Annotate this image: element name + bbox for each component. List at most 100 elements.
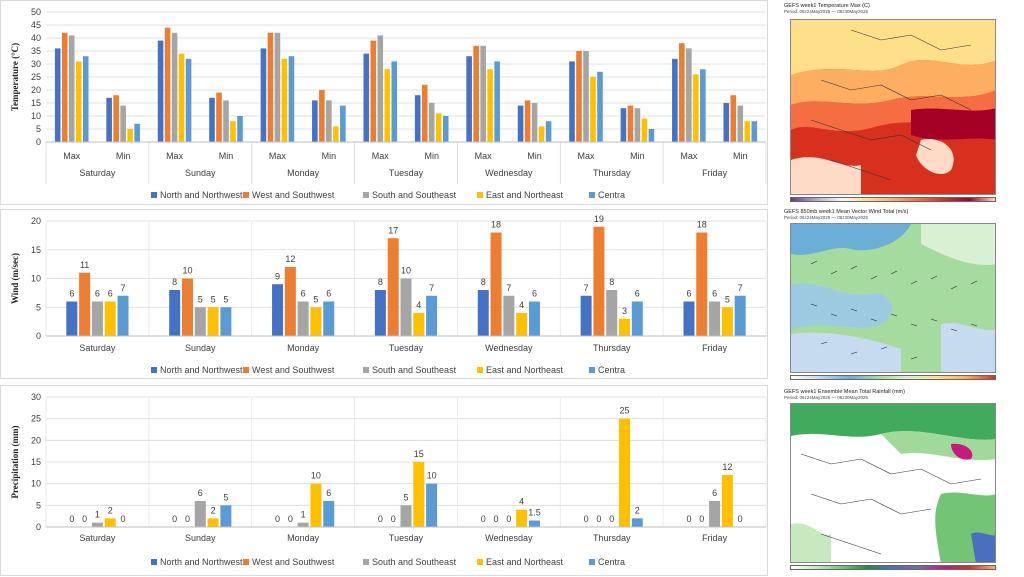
bar (597, 71, 603, 142)
data-label: 5 (223, 492, 228, 502)
subcategory-label: Min (116, 151, 131, 161)
bar (260, 48, 267, 142)
subcategory-label: Min (322, 151, 337, 161)
subcategory-label: Min (630, 151, 645, 161)
data-label: 7 (429, 283, 434, 293)
bar (323, 301, 335, 336)
y-tick-label: 5 (36, 124, 41, 134)
legend-swatch (363, 192, 369, 198)
data-label: 18 (491, 220, 501, 230)
data-label: 7 (738, 283, 743, 293)
data-label: 6 (635, 289, 640, 299)
category-label: Thursday (593, 343, 631, 353)
data-label: 6 (95, 289, 100, 299)
data-label: 15 (414, 449, 424, 459)
bar (490, 232, 502, 336)
legend-label: North and Northwest (160, 557, 243, 567)
data-label: 0 (391, 514, 396, 524)
data-label: 10 (427, 471, 437, 481)
y-tick-label: 5 (36, 302, 41, 312)
category-label: Sunday (185, 343, 216, 353)
bar (686, 48, 692, 142)
temperature-map-period: Period: 06z24May2025 — 06z30May2025 (784, 9, 869, 14)
bar (61, 32, 68, 142)
day-label: Saturday (79, 168, 116, 178)
y-tick-label: 15 (31, 457, 41, 467)
legend-swatch (243, 559, 249, 565)
data-label: 6 (326, 289, 331, 299)
data-label: 0 (481, 514, 486, 524)
bar (297, 301, 309, 336)
subcategory-label: Min (527, 151, 542, 161)
data-label: 6 (301, 289, 306, 299)
temperature-map: GEFS week1 Temperature Max (C) Period: 0… (784, 3, 1018, 203)
bar (751, 121, 758, 142)
legend-swatch (243, 367, 249, 373)
bar (284, 267, 296, 336)
y-tick-label: 40 (31, 33, 41, 43)
day-label: Friday (702, 168, 728, 178)
data-label: 2 (635, 505, 640, 515)
data-label: 5 (313, 294, 318, 304)
data-label: 10 (311, 471, 321, 481)
bar (68, 35, 75, 142)
category-label: Wednesday (485, 533, 533, 543)
data-label: 7 (584, 283, 589, 293)
data-label: 0 (82, 514, 87, 524)
bar (709, 301, 721, 336)
bar (216, 92, 222, 142)
y-tick-label: 10 (31, 479, 41, 489)
rainfall-map-period: Period: 06z24May2025 — 06z30May2025 (784, 395, 869, 400)
data-label: 8 (172, 277, 177, 287)
y-tick-label: 0 (36, 331, 41, 341)
bar (528, 520, 540, 527)
bar (634, 108, 641, 142)
rainfall-map-image (790, 403, 996, 563)
bar (593, 226, 605, 336)
data-label: 6 (686, 289, 691, 299)
day-label: Tuesday (389, 168, 424, 178)
data-label: 0 (288, 514, 293, 524)
wind-colorbar (790, 375, 996, 380)
legend-label: East and Northeast (486, 190, 564, 200)
data-label: 6 (108, 289, 113, 299)
y-tick-label: 45 (31, 20, 41, 30)
y-tick-label: 30 (31, 59, 41, 69)
bar (631, 301, 643, 336)
data-label: 0 (185, 514, 190, 524)
data-label: 9 (275, 271, 280, 281)
bar (413, 313, 425, 336)
data-label: 10 (401, 266, 411, 276)
wind-map-period: Period: 06z24May2025 — 06z30May2025 (784, 215, 869, 220)
bar (297, 522, 309, 527)
bar (413, 462, 425, 527)
subcategory-label: Max (269, 151, 287, 161)
bar (134, 123, 140, 142)
bar (737, 105, 744, 142)
bar (272, 284, 284, 336)
legend-label: West and Southwest (252, 557, 335, 567)
temperature-chart-panel: 0 5 10 15 20 25 30 35 40 45 50 Temperature (°C) Satu… (0, 0, 768, 205)
wind-map-graphic (791, 224, 995, 372)
bar (237, 116, 243, 142)
y-tick-label: 50 (31, 7, 41, 17)
forecast-maps: GEFS week1 Temperature Max (C) Period: 0… (778, 0, 1024, 576)
bar (721, 475, 733, 527)
bar (113, 95, 119, 142)
bar (414, 95, 421, 142)
bar (340, 105, 346, 142)
subcategory-label: Min (424, 151, 439, 161)
bar (374, 290, 386, 336)
wind-map-image (790, 223, 996, 373)
data-label: 0 (609, 514, 614, 524)
bar (209, 97, 215, 142)
bar (104, 518, 116, 527)
data-label: 8 (378, 277, 383, 287)
bar (524, 100, 531, 142)
y-tick-label: 20 (31, 435, 41, 445)
legend-label: Centra (598, 365, 625, 375)
bar (66, 301, 78, 336)
data-label: 1 (301, 510, 306, 520)
bar (400, 505, 412, 527)
bar (545, 121, 552, 142)
